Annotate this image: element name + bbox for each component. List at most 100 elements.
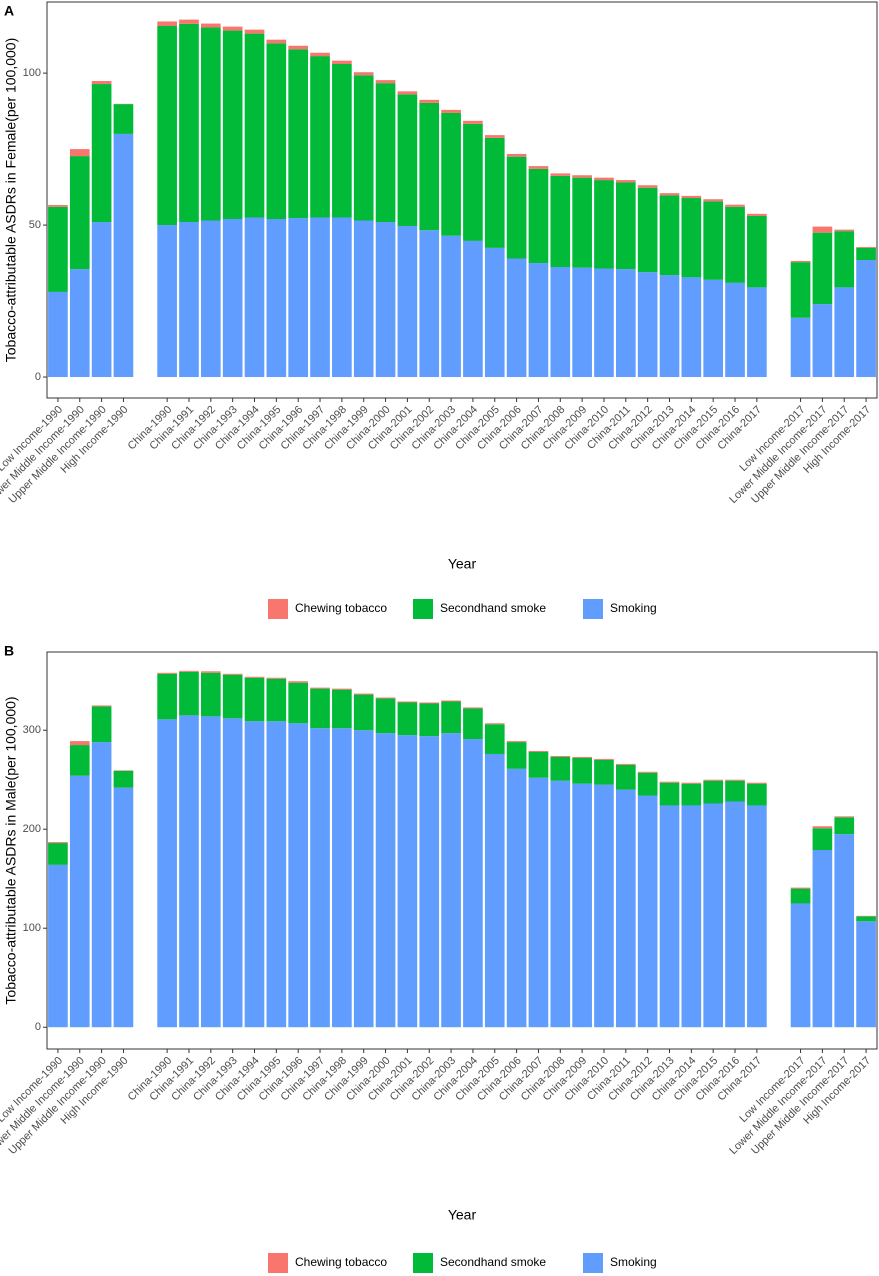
bar-segment xyxy=(790,903,811,1028)
bar-segment xyxy=(397,94,418,226)
bar-segment xyxy=(222,718,243,1028)
legend-swatch xyxy=(413,599,433,619)
bar-segment xyxy=(441,109,461,113)
bar-segment xyxy=(288,45,309,50)
bar-segment xyxy=(266,39,287,44)
plot-border xyxy=(46,651,878,1050)
bar-segment xyxy=(681,783,702,806)
bar-segment xyxy=(681,195,702,199)
y-tick-label: 300 xyxy=(23,724,41,736)
bar-segment xyxy=(659,193,680,196)
bar-segment xyxy=(484,247,505,378)
bar-segment xyxy=(332,689,352,729)
bar-segment xyxy=(353,220,374,378)
y-tick-label: 200 xyxy=(23,823,41,835)
bar-segment xyxy=(790,262,811,318)
bar-segment xyxy=(48,864,68,1028)
bar-segment xyxy=(157,719,177,1028)
bar-segment xyxy=(725,779,745,781)
bar-segment xyxy=(528,263,549,378)
bar-segment xyxy=(747,783,767,806)
bar-segment xyxy=(615,182,636,270)
bar-segment xyxy=(222,26,243,31)
bar-segment xyxy=(790,887,811,889)
bar-segment xyxy=(615,763,636,765)
bar-segment xyxy=(375,222,396,378)
bar-segment xyxy=(528,168,549,264)
bar-segment xyxy=(157,21,177,27)
plot-border xyxy=(46,1,878,399)
bar-segment xyxy=(69,741,90,746)
bar-segment xyxy=(222,218,243,378)
bar-segment xyxy=(288,681,309,683)
y-tick-label: 0 xyxy=(35,1021,41,1033)
bar-segment xyxy=(463,123,483,241)
bar-segment xyxy=(659,782,680,806)
bar-segment xyxy=(91,222,112,378)
bar-segment xyxy=(332,60,352,64)
y-tick-label: 100 xyxy=(23,67,41,79)
bar-segment xyxy=(310,728,330,1028)
legend-label: Chewing tobacco xyxy=(295,601,387,615)
bar-segment xyxy=(200,220,221,378)
bar-segment xyxy=(419,702,440,704)
bar-segment xyxy=(834,287,855,378)
bar-segment xyxy=(266,721,287,1028)
bar-segment xyxy=(703,201,724,280)
bar-segment xyxy=(353,730,374,1028)
bar-segment xyxy=(725,801,745,1028)
x-axis-title: Year xyxy=(448,1207,477,1223)
bar-segment xyxy=(659,275,680,378)
bar-segment xyxy=(856,260,876,378)
bar-segment xyxy=(484,137,505,248)
legend-label: Chewing tobacco xyxy=(295,1255,387,1269)
bar-segment xyxy=(375,83,396,223)
bar-segment xyxy=(856,921,876,1028)
bar-segment xyxy=(310,687,330,689)
bar-segment xyxy=(441,700,461,702)
bar-segment xyxy=(572,175,592,178)
bar-segment xyxy=(463,120,483,124)
bar-segment xyxy=(615,269,636,378)
bar-segment xyxy=(200,27,221,221)
x-axis-title: Year xyxy=(448,556,477,572)
bar-segment xyxy=(834,231,855,288)
bar-segment xyxy=(594,759,614,785)
bar-segment xyxy=(375,698,396,734)
y-tick-label: 0 xyxy=(35,371,41,383)
bar-segment xyxy=(179,19,199,24)
bar-segment xyxy=(725,780,745,802)
bar-segment xyxy=(157,672,177,674)
bar-segment xyxy=(310,217,330,378)
bar-segment xyxy=(69,156,90,270)
bar-segment xyxy=(91,81,112,85)
bar-segment xyxy=(157,26,177,226)
y-axis-title: Tobacco-attributable ASDRs in Female(per… xyxy=(3,38,19,363)
bar-segment xyxy=(244,677,265,722)
bar-segment xyxy=(310,56,330,218)
bar-segment xyxy=(48,842,68,844)
bar-segment xyxy=(91,84,112,223)
bar-segment xyxy=(332,217,352,378)
bar-segment xyxy=(353,72,374,76)
bar-segment xyxy=(703,279,724,378)
bar-segment xyxy=(484,724,505,754)
bar-segment xyxy=(856,916,876,922)
bar-segment xyxy=(594,758,614,760)
bar-segment xyxy=(550,756,571,781)
bar-segment xyxy=(790,888,811,904)
bar-segment xyxy=(244,676,265,678)
bar-segment xyxy=(834,834,855,1028)
bar-segment xyxy=(659,805,680,1028)
bar-segment xyxy=(69,149,90,157)
bar-segment xyxy=(222,673,243,675)
bar-segment xyxy=(484,723,505,725)
bar-segment xyxy=(484,135,505,138)
bar-segment xyxy=(463,240,483,378)
legend-swatch xyxy=(583,1253,603,1273)
bar-segment xyxy=(200,672,221,717)
bar-segment xyxy=(397,225,418,378)
bar-segment xyxy=(550,173,571,176)
bar-segment xyxy=(222,674,243,719)
bar-segment xyxy=(179,671,199,716)
